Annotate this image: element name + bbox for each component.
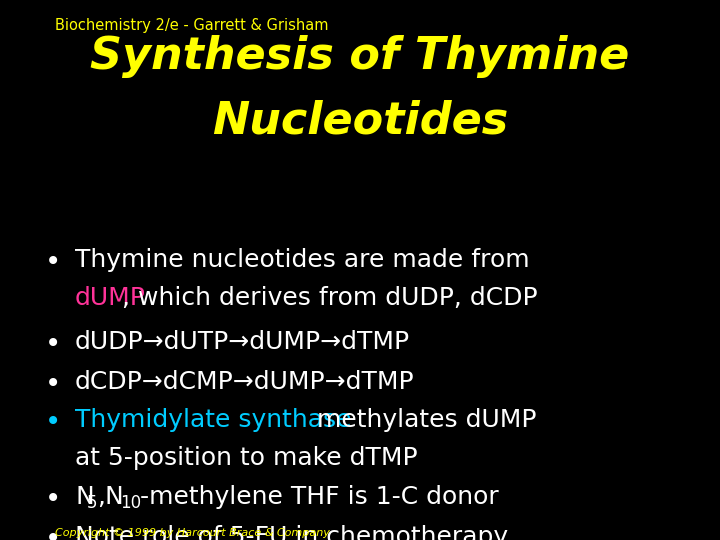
Text: •: • <box>45 408 61 436</box>
Text: Biochemistry 2/e - Garrett & Grisham: Biochemistry 2/e - Garrett & Grisham <box>55 18 328 33</box>
Text: methylates dUMP: methylates dUMP <box>309 408 536 432</box>
Text: 5: 5 <box>86 494 97 512</box>
Text: •: • <box>45 485 61 513</box>
Text: ,N: ,N <box>96 485 123 509</box>
Text: Note role of 5-FU in chemotherapy: Note role of 5-FU in chemotherapy <box>75 525 508 540</box>
Text: Synthesis of Thymine: Synthesis of Thymine <box>91 35 629 78</box>
Text: dCDP→dCMP→dUMP→dTMP: dCDP→dCMP→dUMP→dTMP <box>75 370 415 394</box>
Text: -methylene THF is 1-C donor: -methylene THF is 1-C donor <box>140 485 499 509</box>
Text: Copyright © 1999 by Harcourt Brace & Company: Copyright © 1999 by Harcourt Brace & Com… <box>55 528 330 538</box>
Text: •: • <box>45 525 61 540</box>
Text: •: • <box>45 370 61 398</box>
Text: •: • <box>45 330 61 358</box>
Text: Nucleotides: Nucleotides <box>212 100 508 143</box>
Text: •: • <box>45 248 61 276</box>
Text: , which derives from dUDP, dCDP: , which derives from dUDP, dCDP <box>122 286 537 310</box>
Text: 10: 10 <box>120 494 141 512</box>
Text: at 5-position to make dTMP: at 5-position to make dTMP <box>75 446 418 470</box>
Text: Thymine nucleotides are made from: Thymine nucleotides are made from <box>75 248 530 272</box>
Text: dUDP→dUTP→dUMP→dTMP: dUDP→dUTP→dUMP→dTMP <box>75 330 410 354</box>
Text: Thymidylate synthase: Thymidylate synthase <box>75 408 351 432</box>
Text: N: N <box>75 485 94 509</box>
Text: dUMP: dUMP <box>75 286 146 310</box>
